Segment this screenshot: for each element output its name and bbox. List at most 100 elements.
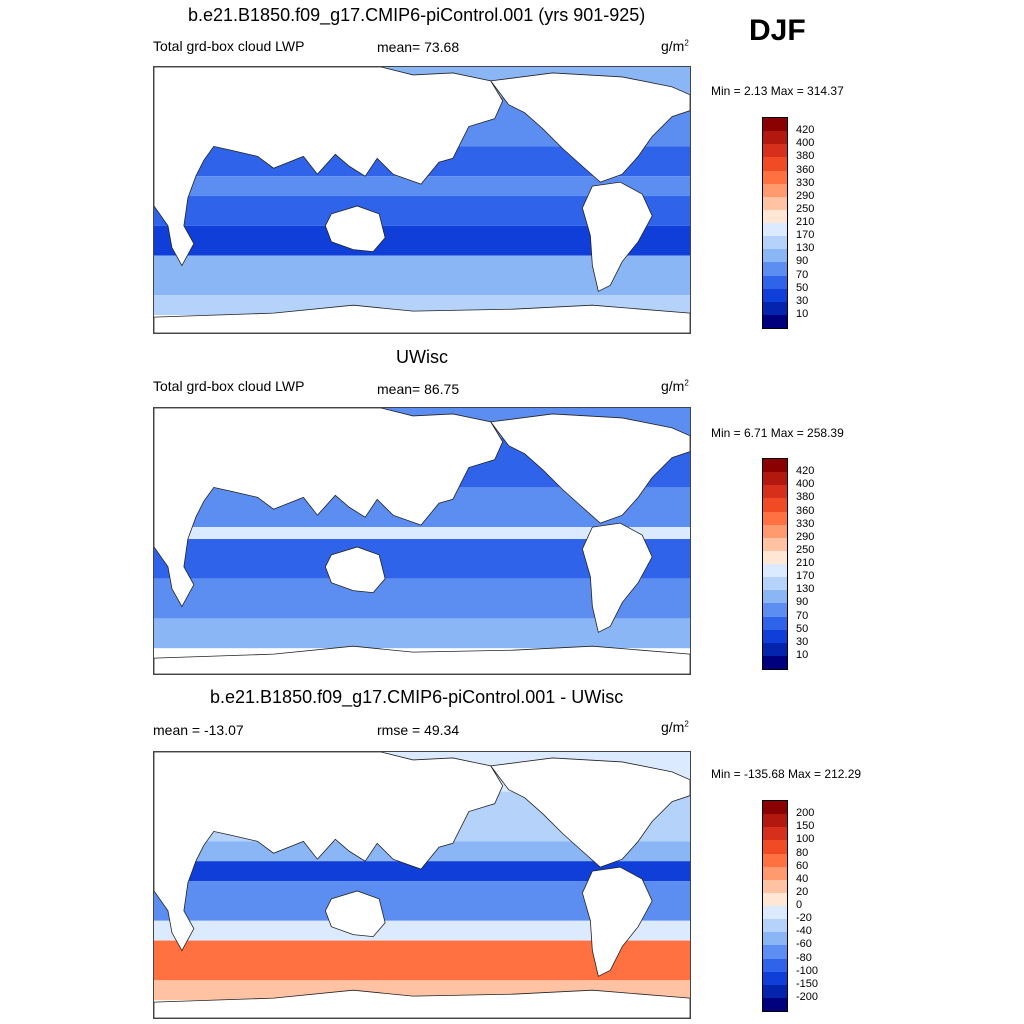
panel1-variable-label: Total grd-box cloud LWP <box>153 38 305 54</box>
colorbar-swatch <box>763 564 787 578</box>
colorbar-swatch <box>763 906 787 920</box>
land-mass <box>154 989 690 1018</box>
panel2-variable-label: Total grd-box cloud LWP <box>153 378 305 394</box>
colorbar-tick-label: 20 <box>796 885 809 898</box>
colorbar-swatch <box>763 984 787 998</box>
colorbar-swatch <box>763 590 787 604</box>
colorbar-swatch <box>763 485 787 499</box>
colorbar-tick-label: -100 <box>796 964 819 977</box>
colorbar-swatch <box>763 459 787 473</box>
colorbar-swatch <box>763 170 787 184</box>
colorbar-swatch <box>763 919 787 933</box>
land-mass <box>581 522 653 633</box>
panel2-title: UWisc <box>396 347 448 367</box>
season-label: DJF <box>749 14 806 47</box>
colorbar-swatch <box>763 814 787 828</box>
colorbar-tick-label: 360 <box>796 163 815 176</box>
colorbar-swatch <box>763 223 787 237</box>
colorbar-tick-label: 10 <box>796 307 809 320</box>
colorbar-tick-label: 100 <box>796 833 815 846</box>
colorbar-swatch <box>763 472 787 486</box>
land-mass <box>581 866 653 977</box>
panel3-difference-map <box>153 751 691 1019</box>
colorbar-swatch <box>763 262 787 276</box>
colorbar-swatch <box>763 498 787 512</box>
panel2-colorbar <box>762 458 788 670</box>
colorbar-swatch <box>763 827 787 841</box>
colorbar-tick-label: 380 <box>796 491 815 504</box>
colorbar-tick-label: 210 <box>796 557 815 569</box>
land-mass <box>324 890 386 938</box>
panel3-title: b.e21.B1850.f09_g17.CMIP6-piControl.001 … <box>210 687 624 707</box>
colorbar-tick-label: 330 <box>796 517 815 530</box>
land-mass <box>324 546 386 594</box>
colorbar-swatch <box>763 301 787 315</box>
map-canvas <box>154 67 690 333</box>
land-mass <box>154 67 504 267</box>
panel1-map <box>153 66 691 334</box>
colorbar-tick-label: 250 <box>796 202 815 215</box>
colorbar-swatch <box>763 288 787 302</box>
colorbar-swatch <box>763 642 787 656</box>
colorbar-tick-label: -40 <box>796 925 812 938</box>
colorbar-tick-label: 130 <box>796 583 815 596</box>
panel1-minmax: Min = 2.13 Max = 314.37 <box>711 84 844 98</box>
panel1-title: b.e21.B1850.f09_g17.CMIP6-piControl.001 … <box>188 5 646 25</box>
panel1-mean-label: mean= 73.68 <box>377 39 460 55</box>
land-mass <box>490 757 690 868</box>
colorbar-tick-label: -150 <box>796 977 819 990</box>
colorbar-tick-label: 420 <box>796 465 815 478</box>
colorbar-tick-label: -60 <box>796 938 812 951</box>
colorbar-swatch <box>763 603 787 617</box>
colorbar-tick-label: 250 <box>796 543 815 556</box>
colorbar-tick-label: 290 <box>796 189 815 202</box>
colorbar-tick-label: 50 <box>796 281 809 294</box>
colorbar-tick-label: 50 <box>796 622 809 635</box>
colorbar-tick-label: 380 <box>796 150 815 163</box>
land-mass <box>324 205 386 253</box>
colorbar-tick-label: 210 <box>796 216 815 228</box>
colorbar-swatch <box>763 879 787 893</box>
colorbar-swatch <box>763 275 787 289</box>
land-mass <box>154 645 690 674</box>
colorbar-tick-label: -80 <box>796 951 812 964</box>
colorbar-tick-label: 90 <box>796 596 809 609</box>
colorbar-tick-label: 200 <box>796 807 815 820</box>
panel2-units: g/m2 <box>661 378 689 394</box>
land-mass <box>490 413 690 524</box>
panel2-minmax: Min = 6.71 Max = 258.39 <box>711 426 844 440</box>
colorbar-swatch <box>763 196 787 210</box>
panel1-units: g/m2 <box>661 38 689 54</box>
colorbar-swatch <box>763 144 787 158</box>
colorbar-swatch <box>763 131 787 145</box>
colorbar-swatch <box>763 655 787 669</box>
panel3-colorbar <box>762 800 788 1012</box>
colorbar-tick-label: 70 <box>796 609 809 622</box>
colorbar-tick-label: 170 <box>796 229 815 242</box>
colorbar-swatch <box>763 524 787 538</box>
land-mass <box>154 304 690 333</box>
colorbar-swatch <box>763 118 787 132</box>
colorbar-tick-label: 40 <box>796 872 809 885</box>
map-canvas <box>154 408 690 674</box>
colorbar-tick-label: 400 <box>796 478 815 491</box>
colorbar-tick-label: -20 <box>796 912 812 925</box>
colorbar-swatch <box>763 853 787 867</box>
colorbar-tick-label: 420 <box>796 124 815 137</box>
colorbar-swatch <box>763 629 787 643</box>
colorbar-swatch <box>763 157 787 171</box>
colorbar-swatch <box>763 209 787 223</box>
colorbar-swatch <box>763 840 787 854</box>
colorbar-swatch <box>763 550 787 564</box>
land-mass <box>581 181 653 292</box>
colorbar-swatch <box>763 958 787 972</box>
colorbar-swatch <box>763 537 787 551</box>
colorbar-swatch <box>763 236 787 250</box>
land-mass <box>490 72 690 183</box>
panel2-mean-label: mean= 86.75 <box>377 381 460 397</box>
colorbar-tick-label: 360 <box>796 504 815 517</box>
panel3-minmax: Min = -135.68 Max = 212.29 <box>711 767 862 781</box>
colorbar-swatch <box>763 866 787 880</box>
colorbar-swatch <box>763 892 787 906</box>
panel3-mean-label: mean = -13.07 <box>153 722 244 738</box>
